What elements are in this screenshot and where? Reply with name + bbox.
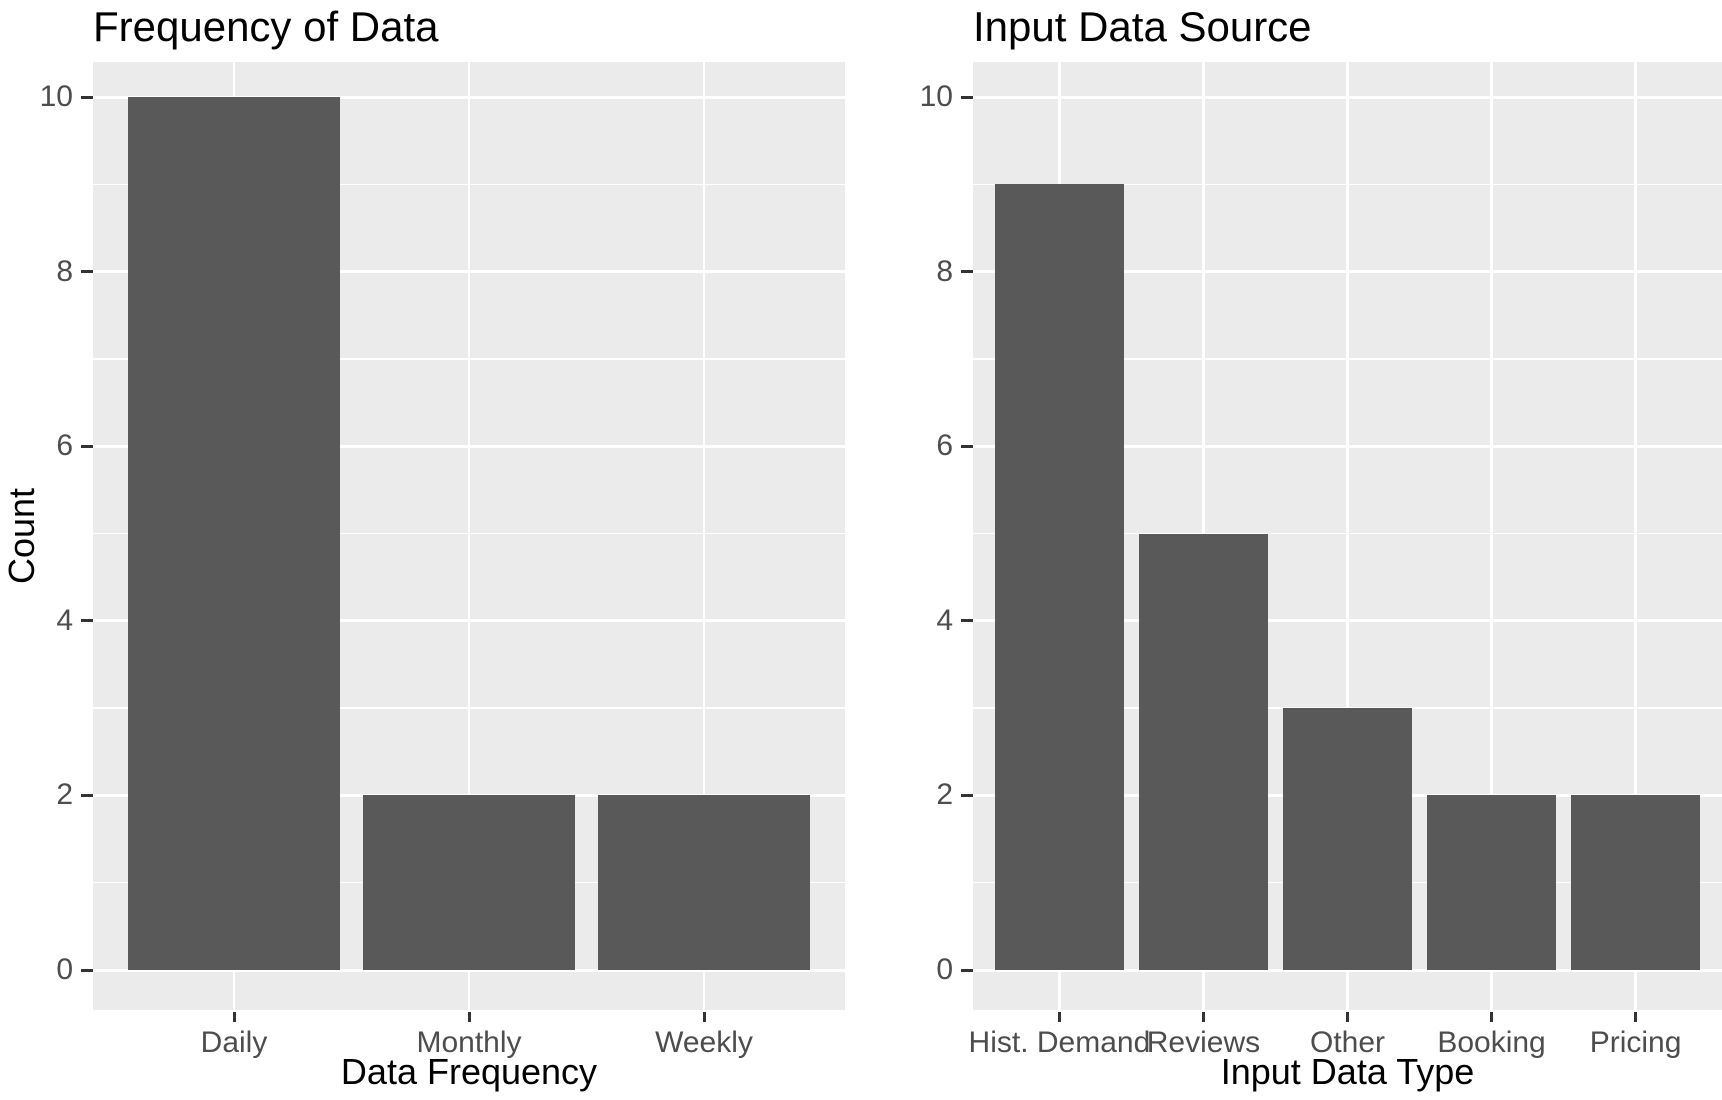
bar-daily bbox=[128, 97, 340, 970]
y-axis-title: Count bbox=[1, 487, 42, 585]
x-tick bbox=[1634, 1012, 1638, 1022]
y-tick bbox=[81, 95, 93, 99]
bar-hist-demand bbox=[994, 184, 1125, 970]
x-tick bbox=[702, 1012, 706, 1022]
x-axis-title: Input Data Type bbox=[1220, 1051, 1475, 1092]
vertical-gridline bbox=[1490, 62, 1493, 1010]
y-tick-label: 4 bbox=[936, 603, 953, 637]
vertical-gridline bbox=[702, 62, 706, 1010]
y-tick bbox=[961, 793, 973, 797]
y-tick-label: 2 bbox=[936, 778, 953, 812]
y-tick-label: 10 bbox=[39, 80, 73, 113]
x-tick bbox=[467, 1012, 471, 1022]
bar-booking bbox=[1426, 795, 1557, 970]
bar-reviews bbox=[1138, 533, 1269, 970]
x-tick-label: Hist. Demand bbox=[968, 1026, 1151, 1059]
y-tick-label: 6 bbox=[936, 429, 953, 463]
y-tick bbox=[81, 444, 93, 448]
x-tick bbox=[232, 1012, 236, 1022]
plot-panel bbox=[93, 62, 845, 1010]
y-tick-label: 10 bbox=[919, 80, 953, 113]
chart-frequency-of-data: Frequency of Data Count Data Frequency D… bbox=[1, 3, 845, 1092]
x-tick-label: Booking bbox=[1437, 1026, 1546, 1059]
y-tick-label: 8 bbox=[936, 254, 953, 288]
x-tick-label: Pricing bbox=[1589, 1026, 1682, 1059]
y-tick-label: 0 bbox=[56, 953, 73, 986]
y-tick-label: 0 bbox=[936, 953, 953, 986]
bar-weekly bbox=[598, 795, 810, 970]
y-tick bbox=[81, 968, 93, 972]
x-tick-label: Daily bbox=[200, 1026, 268, 1059]
chart-title: Input Data Source bbox=[973, 3, 1312, 50]
chart-title: Frequency of Data bbox=[93, 3, 439, 50]
y-tick bbox=[81, 619, 93, 623]
x-tick-label: Monthly bbox=[416, 1026, 522, 1059]
y-tick bbox=[961, 270, 973, 274]
plot-panel bbox=[973, 62, 1722, 1010]
x-axis-title: Data Frequency bbox=[340, 1051, 598, 1092]
vertical-gridline bbox=[1634, 62, 1637, 1010]
y-tick-label: 4 bbox=[56, 603, 73, 637]
x-tick bbox=[1346, 1012, 1349, 1022]
vertical-gridline bbox=[467, 62, 471, 1010]
bar-other bbox=[1282, 708, 1413, 970]
y-tick bbox=[961, 968, 973, 972]
y-tick-label: 6 bbox=[56, 429, 73, 463]
y-tick-label: 8 bbox=[56, 254, 73, 288]
x-tick bbox=[1201, 1012, 1205, 1022]
y-tick bbox=[961, 95, 973, 99]
x-tick-label: Weekly bbox=[655, 1026, 753, 1059]
y-tick bbox=[961, 444, 973, 448]
x-tick-label: Reviews bbox=[1146, 1026, 1261, 1059]
vertical-gridline bbox=[1346, 62, 1349, 1010]
x-tick bbox=[1057, 1012, 1061, 1022]
y-tick bbox=[81, 793, 93, 797]
x-tick-label: Other bbox=[1309, 1026, 1386, 1059]
y-tick bbox=[961, 619, 973, 623]
bar-monthly bbox=[363, 795, 575, 970]
y-tick bbox=[81, 270, 93, 274]
chart-input-data-source: Input Data Source Input Data Type Hist. … bbox=[861, 0, 1722, 1100]
bar-pricing bbox=[1570, 795, 1701, 970]
x-tick bbox=[1490, 1012, 1494, 1022]
y-tick-label: 2 bbox=[56, 778, 73, 812]
